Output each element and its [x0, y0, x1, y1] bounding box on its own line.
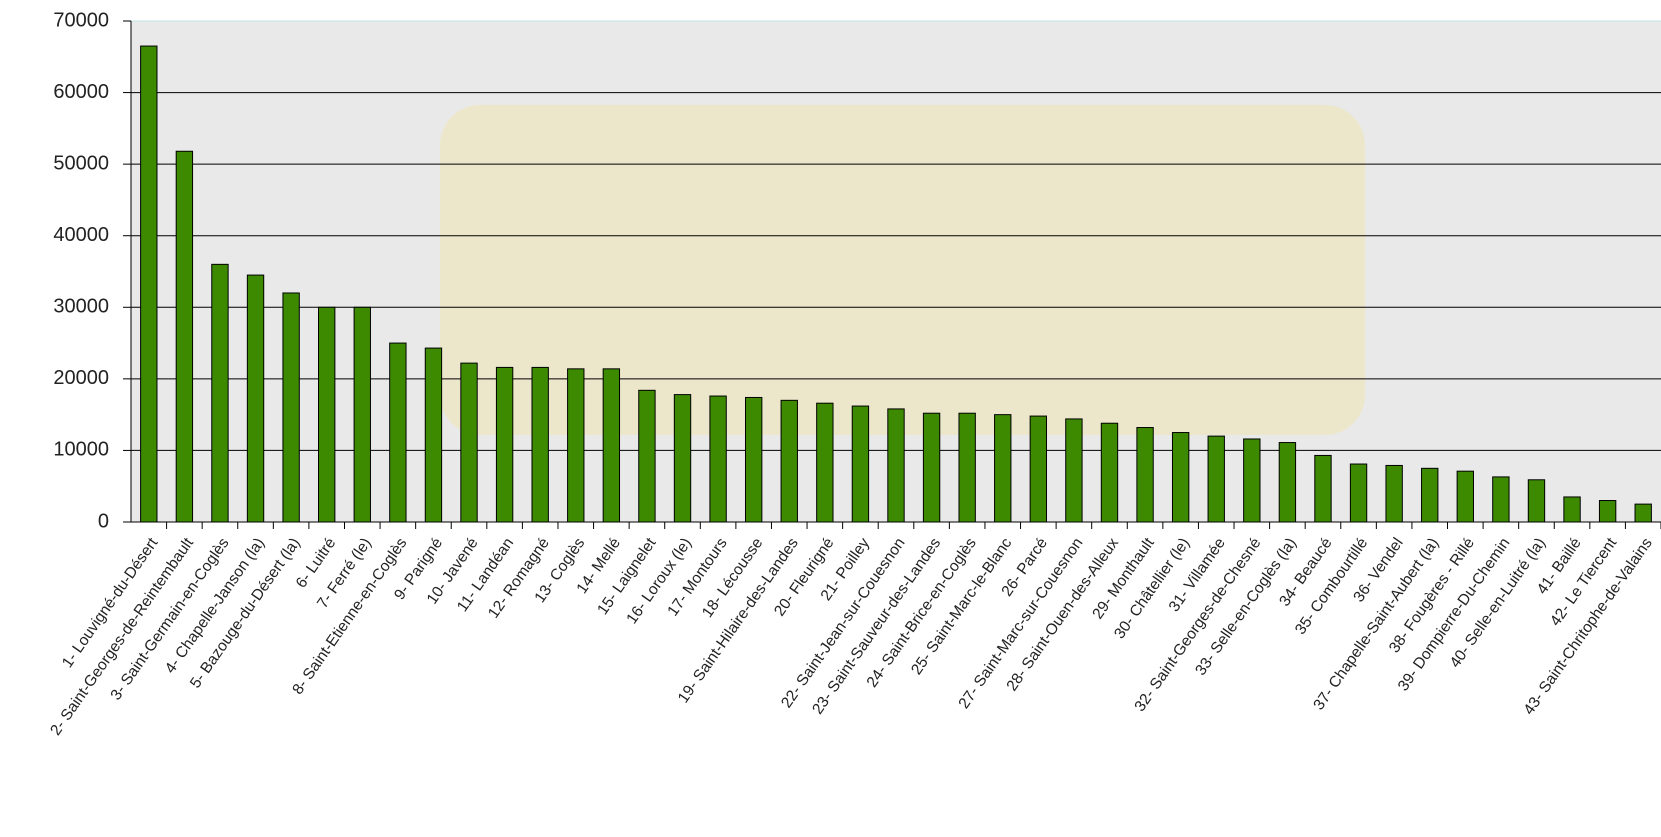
bar [568, 369, 584, 522]
y-tick-label: 50000 [53, 152, 109, 174]
x-tick-label: 2- Saint-Georges-de-Reintembault [47, 534, 197, 738]
bar [1315, 455, 1331, 522]
bar [888, 409, 904, 522]
bar [1244, 439, 1260, 522]
bar [817, 403, 833, 522]
bar [1564, 497, 1580, 522]
bar [1172, 433, 1188, 522]
bar [1493, 477, 1509, 522]
bar [959, 413, 975, 522]
y-tick-label: 30000 [53, 296, 109, 318]
chart: 0100002000030000400005000060000700001- L… [0, 0, 1661, 837]
bar [995, 415, 1011, 522]
y-tick-label: 10000 [53, 439, 109, 461]
bar [319, 307, 335, 522]
y-tick-label: 70000 [53, 9, 109, 31]
bar [674, 395, 690, 522]
bar [1599, 501, 1615, 522]
bar [425, 348, 441, 522]
bar [532, 367, 548, 522]
page: {"chart_data": {"type": "bar", "categori… [0, 0, 1661, 837]
bar [283, 293, 299, 522]
bar [745, 397, 761, 522]
bar [1101, 423, 1117, 522]
bar [176, 151, 192, 522]
y-tick-label: 20000 [53, 367, 109, 389]
bar [390, 343, 406, 522]
bar [461, 363, 477, 522]
y-tick-label: 40000 [53, 224, 109, 246]
bar [496, 367, 512, 522]
y-tick-label: 60000 [53, 81, 109, 103]
bar [1635, 504, 1651, 522]
bar [247, 275, 263, 522]
bar [1386, 465, 1402, 522]
bar [1422, 468, 1438, 522]
bar [141, 46, 157, 522]
bar [1279, 443, 1295, 522]
bar [639, 390, 655, 522]
bar [1457, 471, 1473, 522]
bar [923, 413, 939, 522]
bar [603, 369, 619, 522]
bar [852, 406, 868, 522]
bar [1066, 419, 1082, 522]
bar [1137, 428, 1153, 522]
bar [1208, 436, 1224, 522]
y-tick-label: 0 [98, 510, 109, 532]
bar [212, 264, 228, 522]
bar [1528, 480, 1544, 522]
bar [1350, 464, 1366, 522]
bar [781, 400, 797, 522]
bar [354, 307, 370, 522]
bar [710, 396, 726, 522]
bar [1030, 416, 1046, 522]
